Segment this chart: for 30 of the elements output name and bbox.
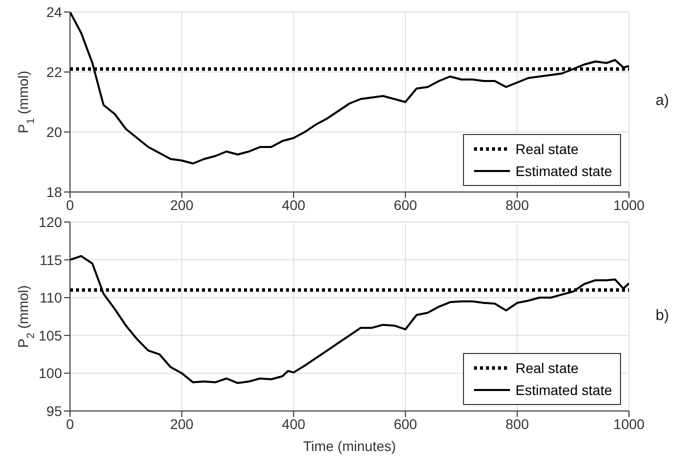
y-tick-label: 105 (38, 327, 62, 344)
text: a) (656, 92, 669, 109)
legend-label: Estimated state (516, 382, 612, 398)
y-tick-label: 110 (40, 290, 62, 306)
legend-label: Real state (516, 141, 579, 157)
x-tick-label: 800 (506, 416, 530, 432)
x-tick-label: 400 (282, 416, 306, 432)
x-tick-label: 200 (170, 196, 194, 213)
x-tick-label: 1000 (613, 416, 645, 432)
y-tick-label: 100 (38, 365, 62, 382)
legend-label: Estimated state (516, 163, 612, 179)
text: b) (656, 306, 669, 324)
x-tick-label: 0 (66, 196, 74, 213)
x-tick-label: 200 (170, 416, 194, 432)
x-tick-label: 600 (394, 196, 418, 213)
x-axis-title: Time (minutes) (303, 438, 396, 454)
y-tick-label: 24 (46, 4, 62, 20)
x-tick-label: 400 (282, 196, 306, 213)
x-tick-label: 600 (394, 416, 418, 432)
x-tick-label: 0 (66, 416, 74, 432)
x-tick-label: 800 (506, 196, 530, 213)
y-tick-label: 22 (46, 64, 62, 80)
y-tick-label: 20 (46, 124, 62, 140)
y-tick-label: 95 (46, 402, 62, 419)
y-tick-label: 18 (46, 184, 62, 200)
y-tick-label: 120 (38, 214, 62, 230)
line-series (70, 255, 629, 384)
legend-label: Real state (516, 360, 579, 376)
x-tick-label: 1000 (613, 196, 645, 213)
y-tick-label: 115 (40, 252, 62, 268)
